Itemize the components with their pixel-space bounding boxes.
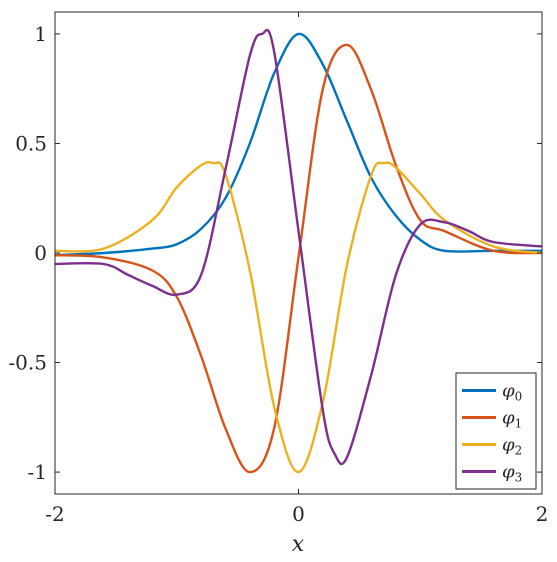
series-line-2	[54, 160, 543, 474]
legend-label-0: φ0	[502, 381, 522, 404]
y-tick-label-0: -1	[28, 460, 47, 484]
legend: φ0 φ1 φ2 φ3	[455, 372, 537, 490]
legend-label-3: φ3	[502, 462, 522, 485]
y-tick-label-1: -0.5	[8, 351, 47, 375]
series-line-0	[54, 32, 542, 257]
legend-label-2: φ2	[502, 435, 522, 458]
tick-layer: -2 0 2 -1 -0.5 0 0.5 1	[8, 12, 548, 526]
x-axis-label: x	[292, 532, 305, 557]
legend-box	[455, 372, 537, 490]
x-tick-label-2: 2	[536, 502, 549, 526]
series-line-1	[54, 43, 543, 474]
legend-label-1: φ1	[502, 408, 522, 431]
y-tick-label-2: 0	[34, 241, 47, 265]
y-tick-label-3: 0.5	[15, 131, 47, 155]
x-tick-label-0: -2	[45, 502, 64, 526]
y-tick-label-4: 1	[34, 22, 47, 46]
series-layer	[54, 28, 543, 474]
x-tick-label-1: 0	[292, 502, 305, 526]
series-line-3	[54, 28, 543, 466]
